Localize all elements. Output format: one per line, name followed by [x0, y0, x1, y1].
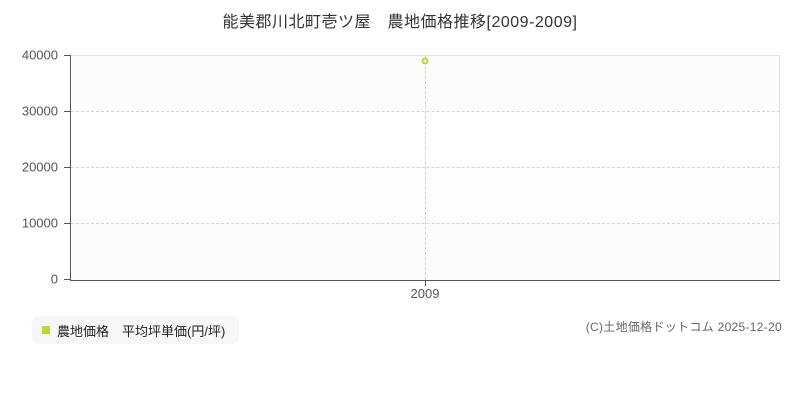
- x-axis-line: [70, 280, 780, 281]
- y-axis-label-10000: 10000: [21, 215, 58, 231]
- legend-item-label: 農地価格 平均坪単価(円/坪): [57, 323, 226, 339]
- y-axis-label-40000: 40000: [21, 47, 58, 63]
- gridline-vertical-2009: [425, 56, 426, 280]
- data-point-2009[interactable]: [421, 57, 429, 65]
- x-axis-label-2009: 2009: [410, 286, 440, 301]
- y-axis-line: [70, 55, 71, 281]
- legend[interactable]: 農地価格 平均坪単価(円/坪): [32, 316, 240, 344]
- x-tick-2009: [425, 281, 426, 286]
- chart-title: 能美郡川北町壱ツ屋 農地価格推移[2009-2009]: [222, 14, 578, 31]
- legend-swatch-icon: [42, 326, 50, 334]
- y-axis-label-30000: 30000: [21, 103, 58, 119]
- y-tick-20000: [64, 167, 70, 168]
- y-tick-30000: [64, 111, 70, 112]
- plot-border-top: [70, 55, 780, 56]
- y-tick-10000: [64, 223, 70, 224]
- copyright-text: (C)土地価格ドットコム 2025-12-20: [585, 320, 782, 334]
- y-tick-0: [64, 279, 70, 280]
- y-axis-label-20000: 20000: [21, 159, 58, 175]
- y-tick-40000: [64, 55, 70, 56]
- y-axis-label-0: 0: [50, 271, 58, 287]
